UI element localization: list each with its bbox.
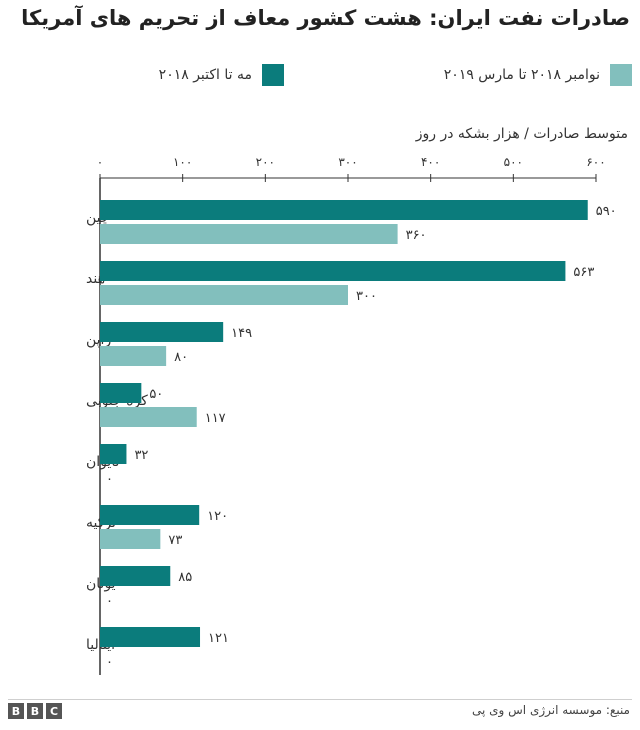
bar-s1-c5 bbox=[100, 529, 161, 549]
x-axis-title: متوسط صادرات / هزار بشکه در روز bbox=[415, 126, 628, 142]
bar-s0-c6 bbox=[100, 566, 171, 586]
legend-item-may: مه تا اکتبر ۲۰۱۸ bbox=[159, 64, 284, 86]
data-label-s1-c3: ۱۱۷ bbox=[205, 411, 226, 426]
bar-s0-c4 bbox=[100, 444, 127, 464]
bbc-logo-letter-2: B bbox=[27, 703, 43, 719]
x-tick-label-3: ۳۰۰ bbox=[338, 155, 357, 169]
data-label-s0-c5: ۱۲۰ bbox=[207, 509, 228, 524]
x-tick-label-6: ۶۰۰ bbox=[586, 155, 605, 169]
x-tick-label-1: ۱۰۰ bbox=[173, 155, 192, 169]
bar-s0-c5 bbox=[100, 505, 200, 525]
bar-s1-c0 bbox=[100, 224, 398, 244]
data-label-s0-c6: ۸۵ bbox=[178, 570, 192, 585]
legend-item-nov: نوامبر ۲۰۱۸ تا مارس ۲۰۱۹ bbox=[444, 64, 632, 86]
source-note: منبع: موسسه انرژی اس وی پی bbox=[472, 703, 630, 717]
bar-s0-c1 bbox=[100, 261, 566, 281]
bar-s0-c3 bbox=[100, 383, 142, 403]
bar-s1-c3 bbox=[100, 407, 197, 427]
bar-s0-c2 bbox=[100, 322, 224, 342]
data-label-s0-c2: ۱۴۹ bbox=[231, 326, 252, 341]
data-label-s1-c6: ۰ bbox=[106, 594, 113, 609]
data-label-s0-c0: ۵۹۰ bbox=[596, 204, 617, 219]
bar-s1-c2 bbox=[100, 346, 167, 366]
bbc-logo-letter-3: C bbox=[46, 703, 62, 719]
data-label-s0-c1: ۵۶۳ bbox=[573, 265, 594, 280]
legend-label-may: مه تا اکتبر ۲۰۱۸ bbox=[158, 67, 252, 83]
chart-title: صادرات نفت ایران: هشت کشور معاف از تحریم… bbox=[21, 6, 630, 30]
footer-divider bbox=[8, 699, 632, 700]
x-tick-label-5: ۵۰۰ bbox=[504, 155, 523, 169]
x-tick-label-2: ۲۰۰ bbox=[256, 155, 275, 169]
data-label-s1-c0: ۳۶۰ bbox=[406, 228, 427, 243]
data-label-s1-c1: ۳۰۰ bbox=[356, 289, 377, 304]
legend-swatch-may bbox=[262, 64, 284, 86]
x-tick-label-4: ۴۰۰ bbox=[421, 155, 440, 169]
data-label-s0-c4: ۳۲ bbox=[134, 448, 148, 463]
legend-swatch-nov bbox=[610, 64, 632, 86]
bbc-logo-letter-1: B bbox=[8, 703, 24, 719]
data-label-s1-c4: ۰ bbox=[106, 472, 113, 487]
data-label-s0-c7: ۱۲۱ bbox=[208, 631, 229, 646]
data-label-s0-c3: ۵۰ bbox=[149, 387, 163, 402]
legend-label-nov: نوامبر ۲۰۱۸ تا مارس ۲۰۱۹ bbox=[443, 67, 600, 83]
data-label-s1-c7: ۰ bbox=[106, 655, 113, 670]
bar-s0-c7 bbox=[100, 627, 201, 647]
bar-s1-c1 bbox=[100, 285, 348, 305]
data-label-s1-c2: ۸۰ bbox=[174, 350, 188, 365]
bbc-logo: B B C bbox=[8, 703, 62, 719]
data-label-s1-c5: ۷۳ bbox=[168, 533, 182, 548]
bar-s0-c0 bbox=[100, 200, 588, 220]
x-tick-label-0: ۰ bbox=[97, 155, 103, 169]
